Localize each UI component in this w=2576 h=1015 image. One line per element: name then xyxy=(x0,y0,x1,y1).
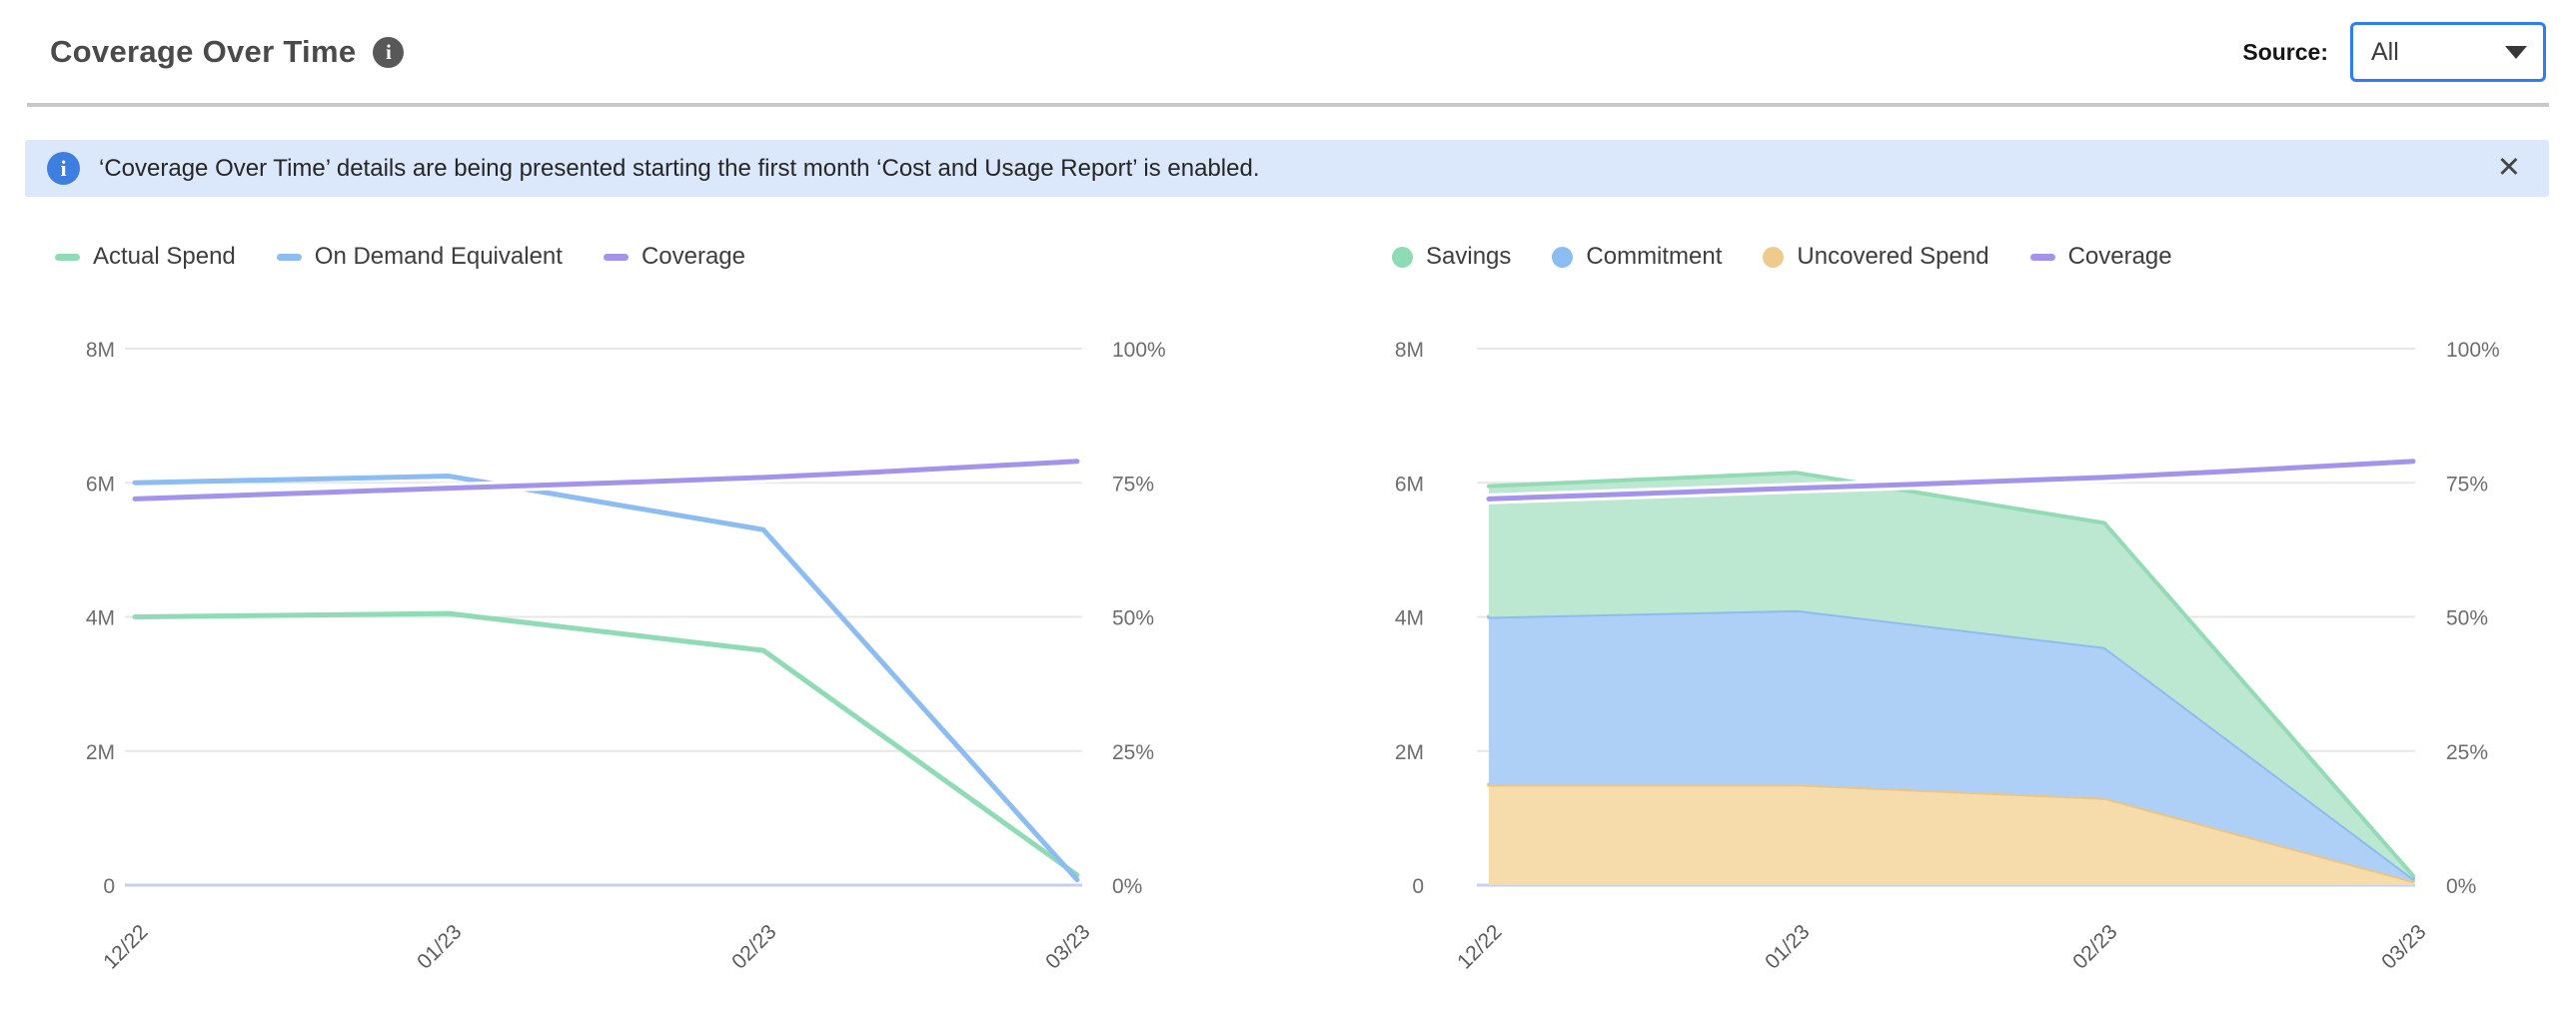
svg-text:25%: 25% xyxy=(1112,741,1154,764)
panel-header: Coverage Over Time i Source: All xyxy=(0,0,2576,104)
banner-text: ‘Coverage Over Time’ details are being p… xyxy=(99,154,1260,182)
svg-text:01/23: 01/23 xyxy=(1761,920,1814,973)
svg-text:8M: 8M xyxy=(86,339,115,362)
banner-info-icon: i xyxy=(47,152,80,185)
legend-item-actual-spend[interactable]: Actual Spend xyxy=(55,243,236,271)
legend-label: Savings xyxy=(1426,243,1512,270)
legend-item-commitment[interactable]: Commitment xyxy=(1552,243,1722,271)
coverage-line-chart: 8M 6M 4M 2M 0 100% 75% 50% 25% 0% 12/22 01/23 02/23 0… xyxy=(86,339,1166,974)
source-control: Source: All xyxy=(2242,22,2546,82)
svg-text:75%: 75% xyxy=(1112,473,1154,496)
svg-text:0: 0 xyxy=(1412,875,1424,898)
page-title: Coverage Over Time xyxy=(50,34,357,69)
coverage-stacked-area-chart: 8M 6M 4M 2M 0 100% 75% 50% 25% 0% 12/22 01/23 02/23 0… xyxy=(1395,339,2500,974)
svg-text:2M: 2M xyxy=(86,741,115,764)
svg-text:0: 0 xyxy=(103,875,115,898)
header-divider xyxy=(27,103,2549,107)
svg-text:03/23: 03/23 xyxy=(2377,920,2430,973)
svg-text:2M: 2M xyxy=(1395,741,1424,764)
coverage-area-chart-block: Savings Commitment Uncovered Spend Coverage… xyxy=(1288,228,2576,1015)
legend-item-coverage[interactable]: Coverage xyxy=(603,243,745,271)
svg-text:4M: 4M xyxy=(86,607,115,630)
legend-swatch-icon xyxy=(276,253,302,261)
source-label: Source: xyxy=(2242,38,2328,65)
close-icon[interactable]: ✕ xyxy=(2496,152,2521,184)
svg-text:12/22: 12/22 xyxy=(99,920,152,973)
legend-label: Coverage xyxy=(641,243,745,270)
svg-text:50%: 50% xyxy=(1112,607,1154,630)
line-chart-legend: Actual Spend On Demand Equivalent Coverage xyxy=(55,228,1288,286)
svg-text:0%: 0% xyxy=(2446,875,2476,898)
source-dropdown-value: All xyxy=(2371,37,2399,66)
info-banner: i ‘Coverage Over Time’ details are being… xyxy=(25,140,2549,197)
source-dropdown[interactable]: All xyxy=(2350,22,2546,82)
legend-swatch-icon xyxy=(1392,246,1413,268)
svg-text:12/22: 12/22 xyxy=(1453,920,1506,973)
legend-swatch-icon xyxy=(603,253,629,261)
legend-swatch-icon xyxy=(55,253,80,261)
legend-item-on-demand-equivalent[interactable]: On Demand Equivalent xyxy=(276,243,563,271)
legend-label: Commitment xyxy=(1586,243,1723,270)
area-chart-legend: Savings Commitment Uncovered Spend Coverage xyxy=(1392,228,2576,286)
legend-swatch-icon xyxy=(1763,246,1785,268)
legend-label: On Demand Equivalent xyxy=(314,243,563,270)
svg-text:50%: 50% xyxy=(2446,607,2488,630)
coverage-line-chart-block: Actual Spend On Demand Equivalent Coverage… xyxy=(0,228,1288,1015)
svg-text:02/23: 02/23 xyxy=(2068,920,2121,973)
svg-text:8M: 8M xyxy=(1395,339,1424,362)
legend-item-uncovered-spend[interactable]: Uncovered Spend xyxy=(1763,243,1989,271)
svg-text:6M: 6M xyxy=(86,473,115,496)
svg-text:0%: 0% xyxy=(1112,875,1142,898)
charts-row: Actual Spend On Demand Equivalent Coverage… xyxy=(0,228,2576,1015)
svg-text:75%: 75% xyxy=(2446,473,2488,496)
svg-text:6M: 6M xyxy=(1395,473,1424,496)
legend-label: Actual Spend xyxy=(93,243,236,270)
svg-text:100%: 100% xyxy=(1112,339,1166,362)
legend-swatch-icon xyxy=(2029,253,2055,261)
svg-text:03/23: 03/23 xyxy=(1041,920,1094,973)
legend-item-savings[interactable]: Savings xyxy=(1392,243,1511,271)
svg-text:02/23: 02/23 xyxy=(727,920,780,973)
legend-item-coverage[interactable]: Coverage xyxy=(2029,243,2172,271)
info-icon[interactable]: i xyxy=(373,36,405,68)
legend-label: Coverage xyxy=(2067,243,2172,270)
legend-swatch-icon xyxy=(1552,246,1574,268)
legend-label: Uncovered Spend xyxy=(1797,243,1989,270)
chevron-down-icon xyxy=(2505,45,2527,59)
svg-text:01/23: 01/23 xyxy=(413,920,466,973)
svg-text:4M: 4M xyxy=(1395,607,1424,630)
svg-text:100%: 100% xyxy=(2446,339,2500,362)
svg-text:25%: 25% xyxy=(2446,741,2488,764)
